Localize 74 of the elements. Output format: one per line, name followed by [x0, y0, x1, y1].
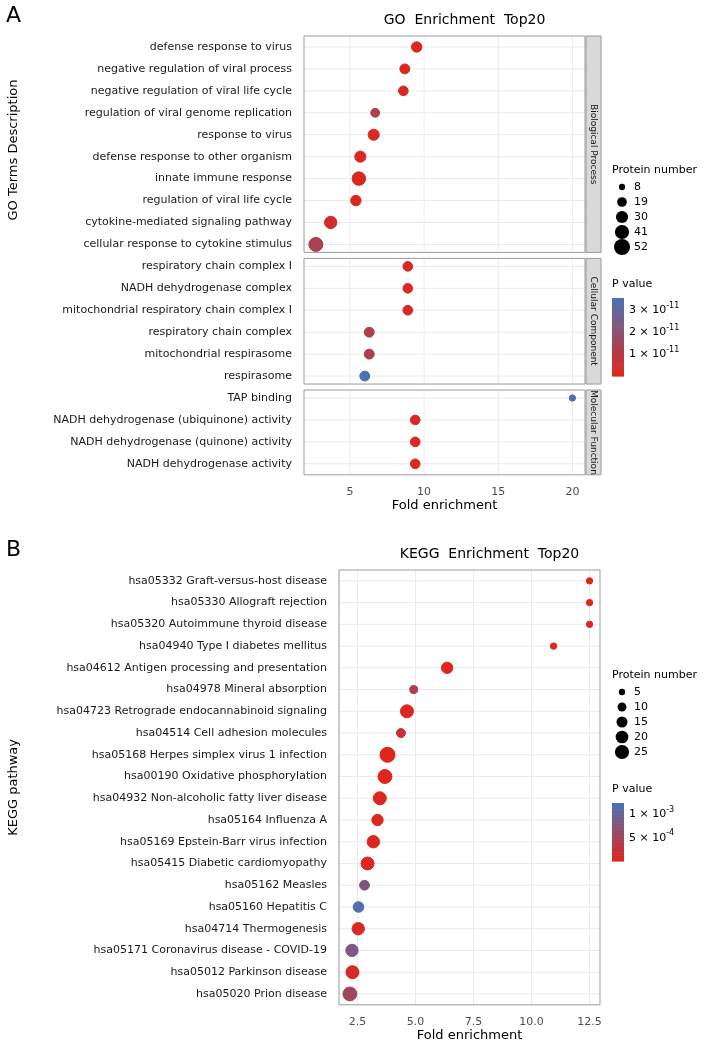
y-tick-label: regulation of viral life cycle — [142, 193, 293, 207]
legend-label: 20 — [634, 729, 648, 743]
y-tick-label: NADH dehydrogenase activity — [126, 456, 293, 470]
legend-label: 10 — [634, 699, 648, 713]
y-tick-label: hsa04978 Mineral absorption — [166, 682, 328, 696]
legend-title: Protein number — [612, 162, 698, 176]
legend-label: 52 — [634, 239, 648, 253]
y-tick-label: hsa04940 Type I diabetes mellitus — [139, 638, 328, 652]
legend-label: 19 — [634, 194, 648, 208]
y-tick-label: NADH dehydrogenase (ubiquinone) activity — [53, 412, 293, 426]
y-tick-label: mitochondrial respirasome — [144, 346, 293, 360]
y-tick-label: hsa05169 Epstein-Barr virus infection — [120, 834, 328, 848]
x-tick-label: 20 — [565, 485, 580, 499]
text: Molecular Function — [589, 390, 600, 475]
y-tick-label: defense response to other organism — [92, 149, 292, 163]
y-tick-label: hsa04514 Cell adhesion molecules — [135, 725, 328, 739]
x-tick-label: 12.5 — [577, 1015, 602, 1029]
chart-title: GO Enrichment Top20 — [383, 10, 546, 27]
legend-label: 5 — [634, 684, 641, 698]
y-tick-label: respiratory chain complex — [148, 325, 293, 339]
y-tick-label: hsa05020 Prion disease — [196, 986, 328, 1000]
x-tick-label: 10 — [417, 485, 432, 499]
y-tick-label: hsa05162 Measles — [224, 878, 328, 892]
y-tick-label: hsa05012 Parkinson disease — [170, 965, 328, 979]
y-tick-label: hsa05330 Allograft rejection — [170, 595, 328, 609]
y-tick-label: hsa04612 Antigen processing and presentation — [66, 660, 328, 674]
legend-label: 41 — [634, 224, 648, 238]
y-tick-label: negative regulation of viral life cycle — [90, 83, 293, 97]
legend-label: 25 — [634, 744, 648, 758]
text: A — [6, 1, 22, 27]
y-tick-label: NADH dehydrogenase (quinone) activity — [70, 434, 293, 448]
y-tick-label: defense response to virus — [149, 39, 293, 53]
y-tick-label: mitochondrial respiratory chain complex I — [62, 303, 292, 317]
y-tick-label: hsa05171 Coronavirus disease - COVID-19 — [93, 943, 327, 957]
color-bar-title: P value — [612, 276, 653, 290]
color-bar-title: P value — [612, 781, 653, 795]
legend-label: 15 — [634, 714, 648, 728]
y-tick-label: NADH dehydrogenase complex — [120, 281, 293, 295]
y-tick-label: hsa00190 Oxidative phosphorylation — [123, 769, 328, 783]
y-tick-label: respirasome — [223, 368, 293, 382]
legend-label: 8 — [634, 179, 641, 193]
text: Biological Process — [589, 104, 600, 185]
y-tick-label: cytokine-mediated signaling pathway — [85, 215, 293, 229]
y-axis-title: GO Terms Description — [5, 79, 21, 221]
y-tick-label: hsa04723 Retrograde endocannabinoid signaling — [56, 704, 327, 718]
x-tick-label: 2.5 — [348, 1015, 367, 1029]
y-tick-label: hsa05164 Influenza A — [207, 812, 328, 826]
x-tick-label: 15 — [491, 485, 506, 499]
x-tick-label: 7.5 — [464, 1015, 483, 1029]
y-tick-label: innate immune response — [155, 171, 293, 185]
legend-label: 30 — [634, 209, 648, 223]
x-axis-title: Fold enrichment — [416, 1027, 523, 1043]
x-axis-title: Fold enrichment — [391, 497, 498, 513]
y-tick-label: negative regulation of viral process — [97, 61, 293, 75]
chart-title: KEGG Enrichment Top20 — [399, 544, 580, 561]
y-tick-label: hsa05168 Herpes simplex virus 1 infection — [91, 747, 328, 761]
text: B — [6, 535, 22, 561]
y-tick-label: hsa04932 Non-alcoholic fatty liver disease — [92, 791, 328, 805]
y-tick-label: hsa05320 Autoimmune thyroid disease — [110, 617, 328, 631]
y-tick-label: hsa05415 Diabetic cardiomyopathy — [130, 856, 328, 870]
y-tick-label: hsa05160 Hepatitis C — [208, 899, 328, 913]
y-tick-label: hsa04714 Thermogenesis — [184, 921, 328, 935]
text: Cellular Component — [589, 276, 600, 367]
y-tick-label: regulation of viral genome replication — [84, 105, 293, 119]
y-tick-label: response to virus — [197, 127, 293, 141]
y-axis-title: KEGG pathway — [5, 738, 21, 836]
x-tick-label: 5 — [346, 485, 354, 499]
x-tick-label: 10.0 — [519, 1015, 544, 1029]
y-tick-label: hsa05332 Graft-versus-host disease — [128, 573, 328, 587]
y-tick-label: respiratory chain complex I — [141, 259, 292, 273]
legend-title: Protein number — [612, 667, 698, 681]
y-tick-label: TAP binding — [226, 390, 292, 404]
y-tick-label: cellular response to cytokine stimulus — [83, 237, 293, 251]
x-tick-label: 5.0 — [406, 1015, 425, 1029]
